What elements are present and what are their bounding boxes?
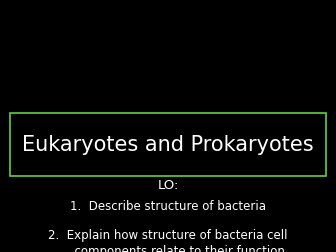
Text: Eukaryotes and Prokaryotes: Eukaryotes and Prokaryotes	[22, 135, 314, 155]
Text: LO:: LO:	[157, 179, 179, 192]
Text: 1.  Describe structure of bacteria: 1. Describe structure of bacteria	[70, 200, 266, 213]
FancyBboxPatch shape	[10, 113, 326, 176]
Text: 2.  Explain how structure of bacteria cell
      components relate to their func: 2. Explain how structure of bacteria cel…	[48, 229, 288, 252]
